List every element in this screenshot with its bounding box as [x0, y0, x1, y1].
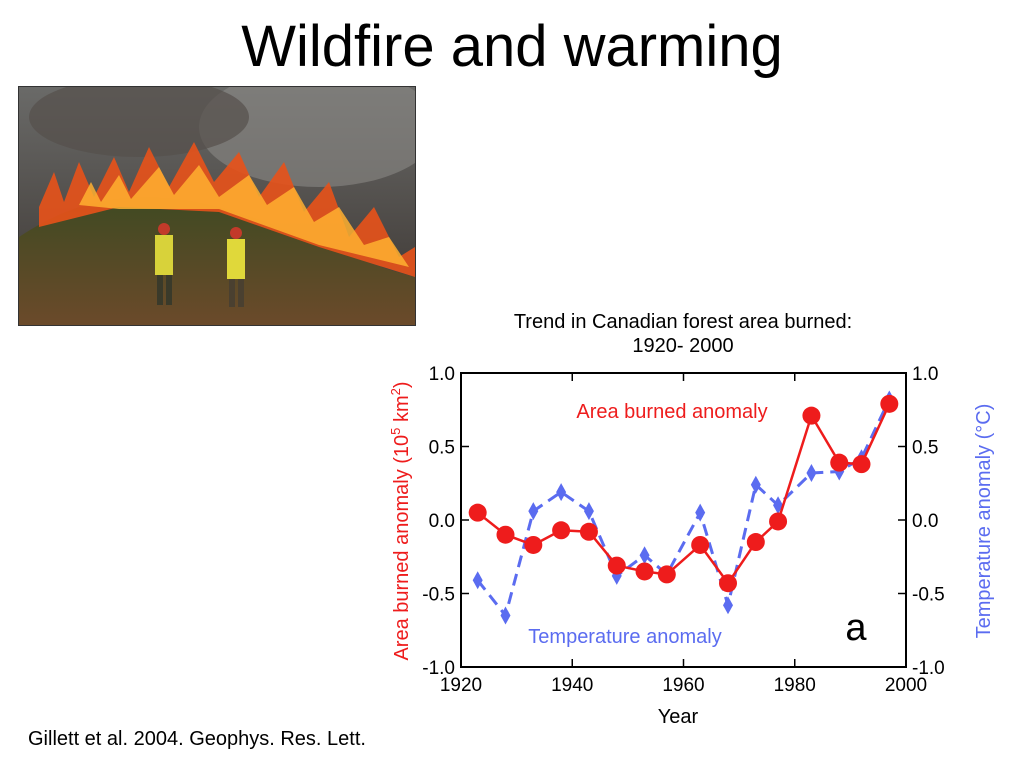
area-burned-line — [476, 403, 891, 586]
area-burned-point — [802, 406, 821, 425]
area-burned-point — [880, 394, 899, 413]
area-burned-point — [719, 574, 737, 593]
temperature-point — [723, 596, 733, 615]
y-tick-label-right: -0.5 — [912, 585, 945, 606]
x-tick-label: 1980 — [774, 675, 816, 696]
area-burned-point — [830, 453, 849, 472]
citation: Gillett et al. 2004. Geophys. Res. Lett. — [28, 728, 366, 750]
y-tick-label-left: -0.5 — [422, 585, 455, 606]
wildfire-photo-icon — [18, 86, 416, 326]
y-tick-label-left: 0.0 — [429, 511, 455, 532]
y-tick-label-right: 0.5 — [912, 438, 938, 459]
x-tick-label: 1940 — [551, 675, 593, 696]
y-tick-label-right: 1.0 — [912, 364, 938, 385]
x-axis-label: Year — [658, 706, 699, 728]
temperature-line — [476, 398, 891, 619]
left-axis-label-mid: km — [391, 395, 413, 427]
y-tick-label-left: -1.0 — [422, 658, 455, 679]
area-burned-point — [657, 565, 676, 584]
area-burned-point — [852, 455, 871, 474]
slide-title: Wildfire and warming — [241, 14, 783, 79]
y-tick-label-right: 0.0 — [912, 511, 938, 532]
temperature-point — [695, 503, 706, 522]
area-burned-chart: Trend in Canadian forest area burned: 19… — [370, 300, 1024, 740]
area-burned-point — [691, 535, 710, 554]
temperature-series-label: Temperature anomaly — [528, 626, 721, 648]
temperature-point — [556, 483, 567, 502]
left-axis-label-end: ) — [391, 381, 413, 388]
right-axis-label: Temperature anomaly (°C) — [973, 404, 995, 639]
chart-title: Trend in Canadian forest area burned: — [514, 311, 852, 333]
temperature-point — [583, 502, 594, 521]
area-burned-point — [746, 533, 765, 552]
area-burned-point — [552, 521, 571, 540]
x-tick-label: 1960 — [662, 675, 704, 696]
firefighter-right — [227, 227, 245, 307]
temperature-point — [528, 502, 539, 521]
left-axis-label-sup2: 2 — [388, 388, 403, 395]
area-burned-point — [524, 535, 543, 554]
temperature-point — [639, 546, 650, 565]
temperature-point — [500, 606, 511, 625]
firefighter-left — [155, 223, 173, 305]
x-tick-label: 2000 — [885, 675, 927, 696]
temperature-point — [472, 571, 483, 590]
left-axis-label-main: Area burned anomaly (10 — [391, 435, 413, 661]
area-burned-point — [769, 512, 788, 531]
area-burned-point — [579, 522, 598, 541]
area-series-label: Area burned anomaly — [576, 401, 767, 423]
y-tick-label-left: 0.5 — [429, 438, 455, 459]
area-burned-point — [496, 525, 515, 544]
chart-svg: Trend in Canadian forest area burned: 19… — [388, 311, 995, 728]
axes-layer: 1920 1940 1960 1980 2000 1.0 1.0 0.5 0.5 0.0 0.0 -0… — [422, 364, 945, 696]
temperature-point — [806, 463, 817, 482]
left-axis-label-sup1: 5 — [388, 428, 403, 435]
area-burned-point — [468, 503, 487, 522]
y-tick-label-right: -1.0 — [912, 658, 945, 679]
y-tick-label-left: 1.0 — [429, 364, 455, 385]
left-axis-label: Area burned anomaly (105 km2) — [388, 381, 413, 660]
area-burned-point — [635, 562, 654, 581]
temperature-series — [472, 390, 895, 625]
area-burned-series — [468, 394, 899, 593]
temperature-point — [750, 475, 761, 494]
area-burned-point — [607, 556, 626, 575]
chart-subtitle: 1920- 2000 — [632, 335, 733, 357]
x-tick-label: 1920 — [440, 675, 482, 696]
panel-letter: a — [845, 607, 867, 649]
wildfire-photo-art — [19, 87, 415, 325]
